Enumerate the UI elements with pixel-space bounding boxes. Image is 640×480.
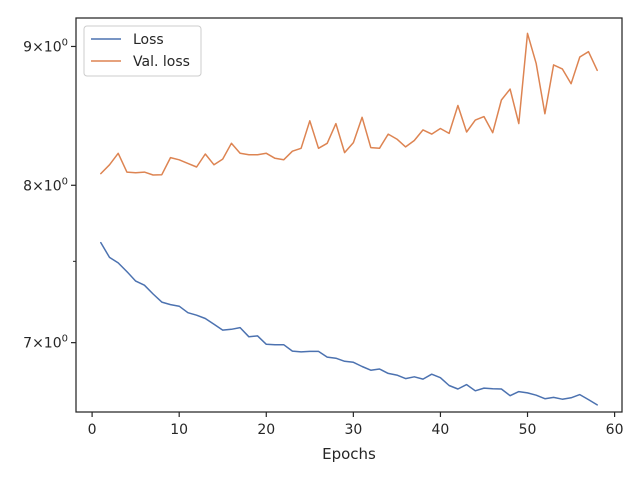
legend-label-loss: Loss <box>133 32 164 48</box>
x-tick-label: 50 <box>519 422 537 438</box>
plot-area <box>76 18 622 412</box>
x-tick-label: 20 <box>257 422 275 438</box>
x-tick-label: 10 <box>170 422 188 438</box>
series-layer <box>100 32 598 406</box>
x-axis-label: Epochs <box>322 445 376 463</box>
x-tick-label: 60 <box>606 422 624 438</box>
y-tick-label: 7×100 <box>23 334 68 352</box>
y-tick-label: 9×100 <box>23 37 68 55</box>
x-tick-label: 30 <box>344 422 362 438</box>
x-tick-label: 40 <box>432 422 450 438</box>
plot-frame <box>75 17 623 413</box>
x-tick-label: 0 <box>88 422 97 438</box>
series-line-loss <box>100 241 598 406</box>
legend-label-val-loss: Val. loss <box>133 54 190 70</box>
legend: Loss Val. loss <box>83 25 202 77</box>
y-tick-label: 8×100 <box>23 176 68 194</box>
series-line-val-loss <box>100 32 598 176</box>
axes-layer: 0 10 20 30 40 50 60 7×100 8×100 9×100 <box>23 37 623 438</box>
